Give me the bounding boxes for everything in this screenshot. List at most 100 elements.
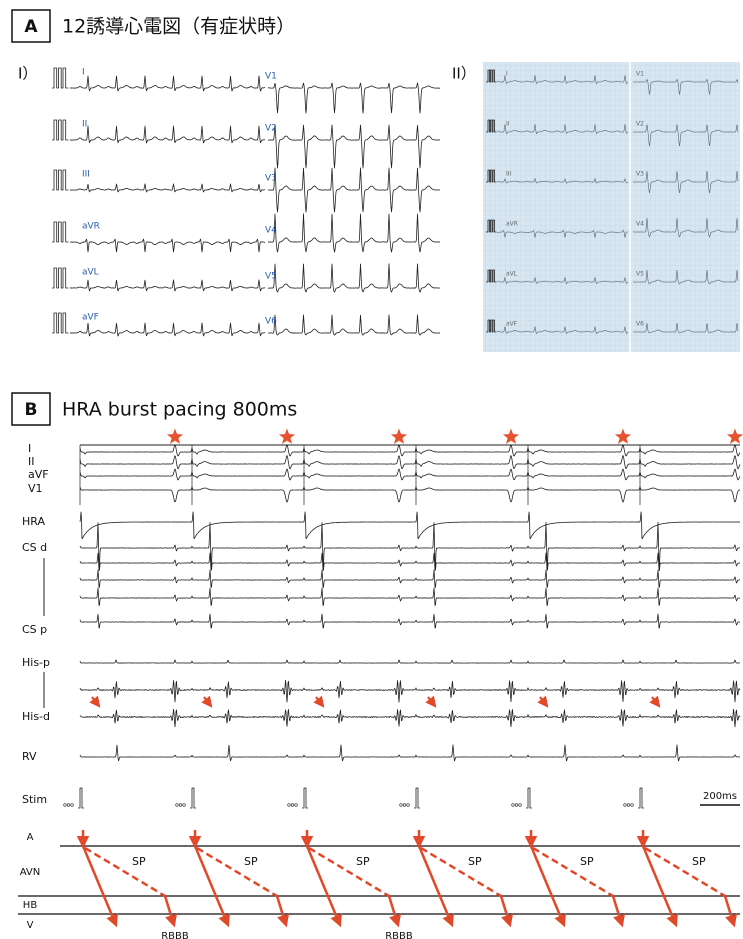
his-arrow bbox=[316, 697, 323, 706]
slow-path-conduction bbox=[277, 896, 286, 925]
trace bbox=[268, 125, 440, 168]
stim-dot bbox=[403, 804, 406, 807]
panel-label: B bbox=[25, 400, 38, 420]
slow-path-conduction bbox=[501, 896, 510, 925]
pathway-label: SP bbox=[580, 855, 594, 868]
slow-path-conduction bbox=[389, 896, 398, 925]
trace bbox=[80, 709, 740, 727]
slow-path-conduction bbox=[165, 896, 174, 925]
lead-label: V5 bbox=[636, 271, 644, 278]
trace bbox=[80, 660, 740, 663]
channel-label: Stim bbox=[22, 793, 47, 806]
calibration-pulse bbox=[52, 268, 69, 288]
his-arrow bbox=[652, 697, 659, 706]
lead-label: aVL bbox=[82, 268, 99, 278]
channel-label: II bbox=[28, 455, 35, 468]
trace bbox=[80, 469, 740, 480]
lead-label: V1 bbox=[636, 71, 644, 78]
calibration-pulse bbox=[52, 120, 69, 140]
calibration-pulse bbox=[52, 313, 69, 333]
slow-path-conduction bbox=[613, 896, 622, 925]
trace bbox=[70, 323, 265, 336]
lead-label: III bbox=[506, 171, 512, 178]
slow-path bbox=[197, 848, 277, 896]
channel-label: RV bbox=[22, 750, 37, 763]
trace bbox=[70, 280, 265, 291]
trace bbox=[80, 456, 740, 469]
slow-path-conduction bbox=[725, 896, 734, 925]
lead-label: V6 bbox=[636, 321, 644, 328]
lead-label: V6 bbox=[265, 317, 277, 327]
lead-label: III bbox=[82, 170, 90, 180]
ecg-label: I） bbox=[18, 65, 37, 83]
stim-dot bbox=[71, 804, 74, 807]
channel-label: His-p bbox=[22, 656, 50, 669]
trace bbox=[268, 214, 440, 252]
stim-dot bbox=[515, 804, 518, 807]
trace bbox=[70, 184, 265, 192]
pathway-label: SP bbox=[692, 855, 706, 868]
trace bbox=[80, 445, 740, 456]
calibration-pulse bbox=[52, 170, 69, 190]
ecg-grid bbox=[483, 62, 740, 352]
stim-dot bbox=[624, 804, 627, 807]
his-arrow bbox=[540, 697, 547, 706]
pathway-label: SP bbox=[244, 855, 258, 868]
slow-path bbox=[533, 848, 613, 896]
stim-pulse bbox=[302, 788, 308, 808]
star bbox=[391, 429, 407, 444]
stim-pulse bbox=[78, 788, 84, 808]
lead-label: I bbox=[506, 71, 508, 78]
star bbox=[615, 429, 631, 444]
star bbox=[727, 429, 743, 444]
block-label: RBBB bbox=[385, 931, 413, 939]
scale-bar-label: 200ms bbox=[703, 791, 737, 802]
trace bbox=[80, 512, 740, 539]
channel-label: CS d bbox=[22, 541, 47, 554]
lead-label: aVR bbox=[506, 221, 518, 228]
stim-pulse bbox=[190, 788, 196, 808]
stim-pulse bbox=[638, 788, 644, 808]
trace bbox=[268, 264, 440, 292]
trace bbox=[268, 83, 440, 113]
calibration-pulse bbox=[52, 68, 69, 88]
lead-label: V2 bbox=[265, 124, 277, 134]
star bbox=[167, 429, 183, 444]
stim-pulse bbox=[526, 788, 532, 808]
trace bbox=[268, 315, 440, 335]
star bbox=[279, 429, 295, 444]
lead-label: aVR bbox=[82, 222, 100, 232]
trace bbox=[80, 553, 740, 571]
channel-label: I bbox=[28, 442, 31, 455]
calibration-pulse bbox=[52, 222, 69, 242]
stim-dot bbox=[67, 804, 70, 807]
stim-dot bbox=[512, 804, 515, 807]
stim-dot bbox=[627, 804, 630, 807]
pathway-label: SP bbox=[356, 855, 370, 868]
lead-label: aVL bbox=[506, 271, 518, 278]
trace bbox=[80, 588, 740, 606]
stim-dot bbox=[407, 804, 410, 807]
lead-label: V1 bbox=[265, 72, 277, 82]
lead-label: V2 bbox=[636, 121, 644, 128]
trace bbox=[80, 680, 740, 702]
slow-path bbox=[309, 848, 389, 896]
stim-pulse bbox=[414, 788, 420, 808]
ladder-label: A bbox=[27, 832, 34, 843]
trace bbox=[80, 570, 740, 588]
his-arrow bbox=[428, 697, 435, 706]
stim-dot bbox=[183, 804, 186, 807]
trace bbox=[80, 487, 740, 502]
lead-label: II bbox=[506, 121, 510, 128]
stim-dot bbox=[179, 804, 182, 807]
figure: A 12誘導心電図（有症状時） I） II） B HRA burst pacin… bbox=[0, 0, 743, 939]
lead-label: aVF bbox=[506, 321, 518, 328]
lead-label: V4 bbox=[265, 226, 277, 236]
lead-label: V4 bbox=[636, 221, 644, 228]
stim-dot bbox=[631, 804, 634, 807]
lead-label: I bbox=[82, 68, 85, 78]
trace bbox=[80, 745, 740, 761]
ladder-label: AVN bbox=[20, 867, 41, 878]
his-arrow bbox=[204, 697, 211, 706]
trace bbox=[70, 126, 265, 143]
